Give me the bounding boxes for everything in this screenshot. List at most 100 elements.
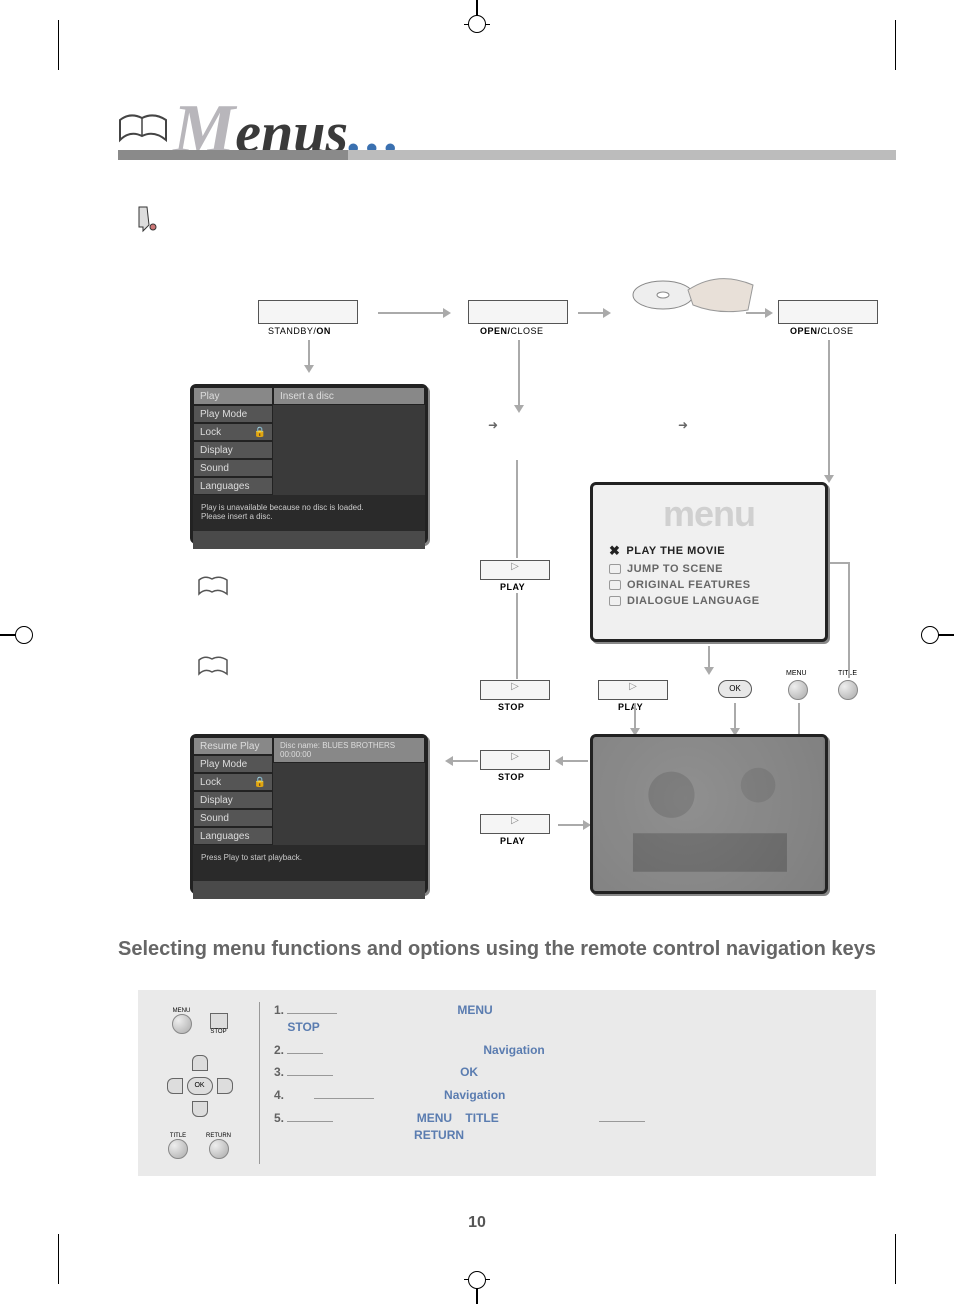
arrow-down	[518, 340, 520, 410]
page-content: Menus... STANDBY/ON OPEN/CLOSE OPEN/CLOS…	[58, 70, 896, 1254]
stop-btn-label: STOP	[210, 1029, 228, 1035]
disc-menu-item: JUMP TO SCENE	[609, 561, 809, 577]
disc-menu-title: menu	[593, 485, 825, 535]
disc-menu-item: DIALOGUE LANGUAGE	[609, 593, 809, 609]
kw: RETURN	[414, 1128, 464, 1142]
arrow-line	[848, 562, 850, 678]
open-close-button-1	[468, 300, 568, 324]
menu-hint: Disc name: BLUES BROTHERS 00:00:00	[273, 737, 425, 763]
arrow-left	[558, 760, 588, 762]
stop-button: ▷	[480, 750, 550, 770]
kw: STOP	[287, 1020, 319, 1034]
menu-item: Play Mode	[193, 405, 273, 423]
kw: OK	[460, 1065, 478, 1079]
menu-body: Press Play to start playback.	[193, 845, 425, 881]
lbl-r: ON	[316, 326, 331, 336]
menu-item: Display	[193, 791, 273, 809]
step-num: 1.	[274, 1003, 284, 1017]
hint-a: Disc name: BLUES BROTHERS	[280, 741, 395, 750]
hand-disc-icon	[618, 260, 758, 340]
arrow-down	[634, 703, 636, 733]
menu-item: Sound	[193, 809, 273, 827]
title-round-button	[838, 680, 858, 700]
kw: MENU	[457, 1003, 492, 1017]
crop-mark	[895, 20, 896, 70]
navigation-pad: OK	[165, 1051, 235, 1121]
play-label: PLAY	[500, 582, 525, 592]
hint-b: 00:00:00	[280, 750, 311, 759]
menu-item: Play Mode	[193, 755, 273, 773]
crop-mark	[15, 626, 33, 644]
disc-menu-screen: menu ✖PLAY THE MOVIE JUMP TO SCENE ORIGI…	[590, 482, 828, 642]
nav-right	[217, 1078, 233, 1094]
player-menu-screen-2: Resume Play Play Mode Lock🔒 Display Soun…	[190, 734, 428, 894]
menu-footer	[193, 531, 425, 549]
kw: Navigation	[483, 1043, 544, 1057]
menu-btn-label: MENU	[786, 670, 807, 677]
page-number: 10	[58, 1214, 896, 1232]
lbl: Lock	[200, 427, 221, 438]
instruction-step: 3. OK	[274, 1064, 864, 1081]
stop-button: ▷	[480, 680, 550, 700]
disc-menu-item: ✖PLAY THE MOVIE	[609, 541, 809, 561]
open-close-label-2: OPEN/CLOSE	[790, 326, 854, 336]
arrow-right	[578, 312, 608, 314]
nav-left	[167, 1078, 183, 1094]
arrow-line	[516, 593, 518, 679]
flow-diagram: STANDBY/ON OPEN/CLOSE OPEN/CLOSE ➜ ➜ Pla…	[128, 260, 876, 980]
step-num: 2.	[274, 1043, 284, 1057]
menu-item: Play	[193, 387, 273, 405]
player-menu-screen-1: Play Play Mode Lock🔒 Display Sound Langu…	[190, 384, 428, 544]
book-icon	[198, 574, 228, 598]
play-label: PLAY	[500, 836, 525, 846]
nav-down	[192, 1101, 208, 1117]
arrow-line	[830, 562, 848, 564]
arrow-right	[378, 312, 448, 314]
chevron-right-icon: ➜	[678, 418, 688, 432]
menu-item: Lock🔒	[193, 773, 273, 791]
crop-mark	[921, 626, 939, 644]
menu-item: Languages	[193, 477, 273, 495]
lbl-l: OPEN/	[790, 326, 821, 336]
disc-menu-item: ORIGINAL FEATURES	[609, 577, 809, 593]
crop-mark	[468, 15, 486, 33]
title-round-button	[168, 1139, 188, 1159]
play-label: PLAY	[618, 702, 643, 712]
menu-body: Play is unavailable because no disc is l…	[193, 495, 425, 531]
standby-button	[258, 300, 358, 324]
play-button: ▷	[480, 560, 550, 580]
arrow-down	[828, 340, 830, 480]
kw: MENU	[417, 1111, 452, 1125]
arrow-down	[708, 646, 710, 672]
play-button: ▷	[480, 814, 550, 834]
open-close-label-1: OPEN/CLOSE	[480, 326, 544, 336]
lbl: Lock	[200, 777, 221, 788]
nav-ok: OK	[187, 1077, 213, 1095]
lbl: ORIGINAL FEATURES	[627, 579, 751, 591]
menu-item: Languages	[193, 827, 273, 845]
menu-item: Display	[193, 441, 273, 459]
lbl: JUMP TO SCENE	[627, 563, 723, 575]
stop-square-button	[210, 1013, 228, 1029]
menu-item: Lock🔒	[193, 423, 273, 441]
step-num: 3.	[274, 1065, 284, 1079]
crop-mark	[468, 1271, 486, 1289]
section-heading: Selecting menu functions and options usi…	[118, 938, 876, 960]
instruction-step: 4. Navigation	[274, 1087, 864, 1104]
crop-mark	[58, 20, 59, 70]
menu-item: Sound	[193, 459, 273, 477]
warning-icon	[133, 205, 161, 233]
menu-footer	[193, 881, 425, 899]
kw: Navigation	[444, 1088, 505, 1102]
play-button: ▷	[598, 680, 668, 700]
arrow-right	[746, 312, 770, 314]
lbl: PLAY THE MOVIE	[626, 545, 725, 557]
menu-round-button	[172, 1014, 192, 1034]
arrow-right	[558, 824, 588, 826]
stop-label: STOP	[498, 772, 524, 782]
menu-round-button	[788, 680, 808, 700]
instruction-list: 1. MENU STOP 2. Navigation 3. OK 4.	[274, 1002, 864, 1164]
lbl-r: CLOSE	[511, 326, 544, 336]
standby-label: STANDBY/ON	[268, 326, 331, 336]
lbl-l: STANDBY/	[268, 326, 316, 336]
